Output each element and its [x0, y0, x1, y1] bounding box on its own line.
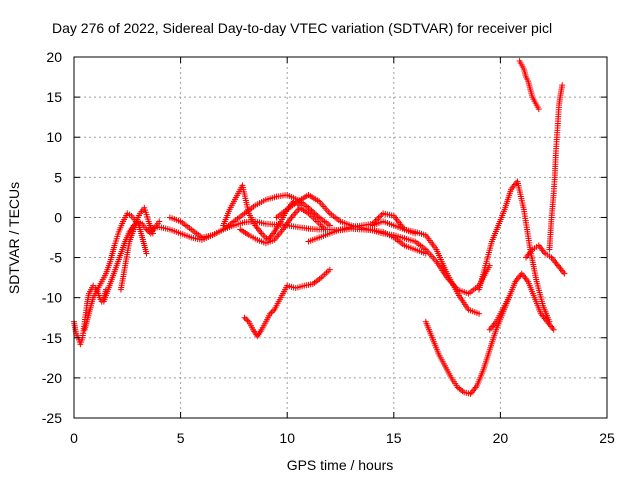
data-point [476, 310, 483, 317]
series-deep-valley [422, 294, 512, 397]
y-tick-label: -25 [42, 410, 62, 426]
data-point [422, 250, 429, 257]
data-point [268, 309, 275, 316]
data-point [535, 106, 542, 113]
data-point [377, 213, 384, 220]
data-point [244, 317, 251, 324]
data-point [310, 208, 317, 215]
y-tick-label: 15 [46, 89, 62, 105]
data-point [267, 310, 274, 317]
data-point [241, 314, 248, 321]
x-tick-label: 20 [493, 430, 509, 446]
y-tick-label: 5 [54, 169, 62, 185]
x-tick-label: 15 [386, 430, 402, 446]
series-early-2 [81, 204, 156, 333]
data-point [559, 82, 566, 89]
series-mid-7 [369, 218, 483, 317]
series-spike-rise [546, 82, 566, 253]
data-point [156, 218, 163, 225]
data-point [561, 270, 568, 277]
tick-layer: 0 5 10 15 20 25 -25 -20 -15 -10 -5 0 5 10 15 20 [42, 49, 615, 446]
chart-title: Day 276 of 2022, Sidereal Day-to-day VTE… [52, 20, 552, 36]
series-mid-4 [237, 204, 329, 247]
plot-frame [73, 56, 608, 419]
x-tick-label: 0 [70, 430, 78, 446]
series-recovery-2 [486, 270, 557, 333]
y-tick-label: 10 [46, 129, 62, 145]
data-point [143, 250, 150, 257]
y-tick-label: 20 [46, 49, 62, 65]
data-point [550, 326, 557, 333]
series-low-dip [241, 266, 333, 340]
y-tick-label: 0 [54, 209, 62, 225]
data-point [326, 266, 333, 273]
x-tick-label: 25 [599, 430, 615, 446]
series-recovery-1 [476, 178, 553, 325]
y-tick-label: -15 [42, 330, 62, 346]
series-recovery-3 [522, 242, 568, 277]
series-mid-3 [220, 182, 303, 243]
y-tick-label: -5 [50, 250, 63, 266]
data-point [269, 308, 276, 315]
y-axis-label: SDTVAR / TECUs [6, 182, 22, 294]
data-layer [71, 58, 568, 397]
grid-layer [74, 57, 607, 418]
data-point [322, 226, 329, 233]
series-spike-high [516, 58, 542, 113]
y-tick-label: -20 [42, 370, 62, 386]
x-axis-label: GPS time / hours [287, 457, 394, 473]
x-tick-label: 5 [177, 430, 185, 446]
x-tick-label: 10 [279, 430, 295, 446]
data-point [326, 222, 333, 229]
data-point [242, 316, 249, 323]
y-tick-label: -10 [42, 290, 62, 306]
